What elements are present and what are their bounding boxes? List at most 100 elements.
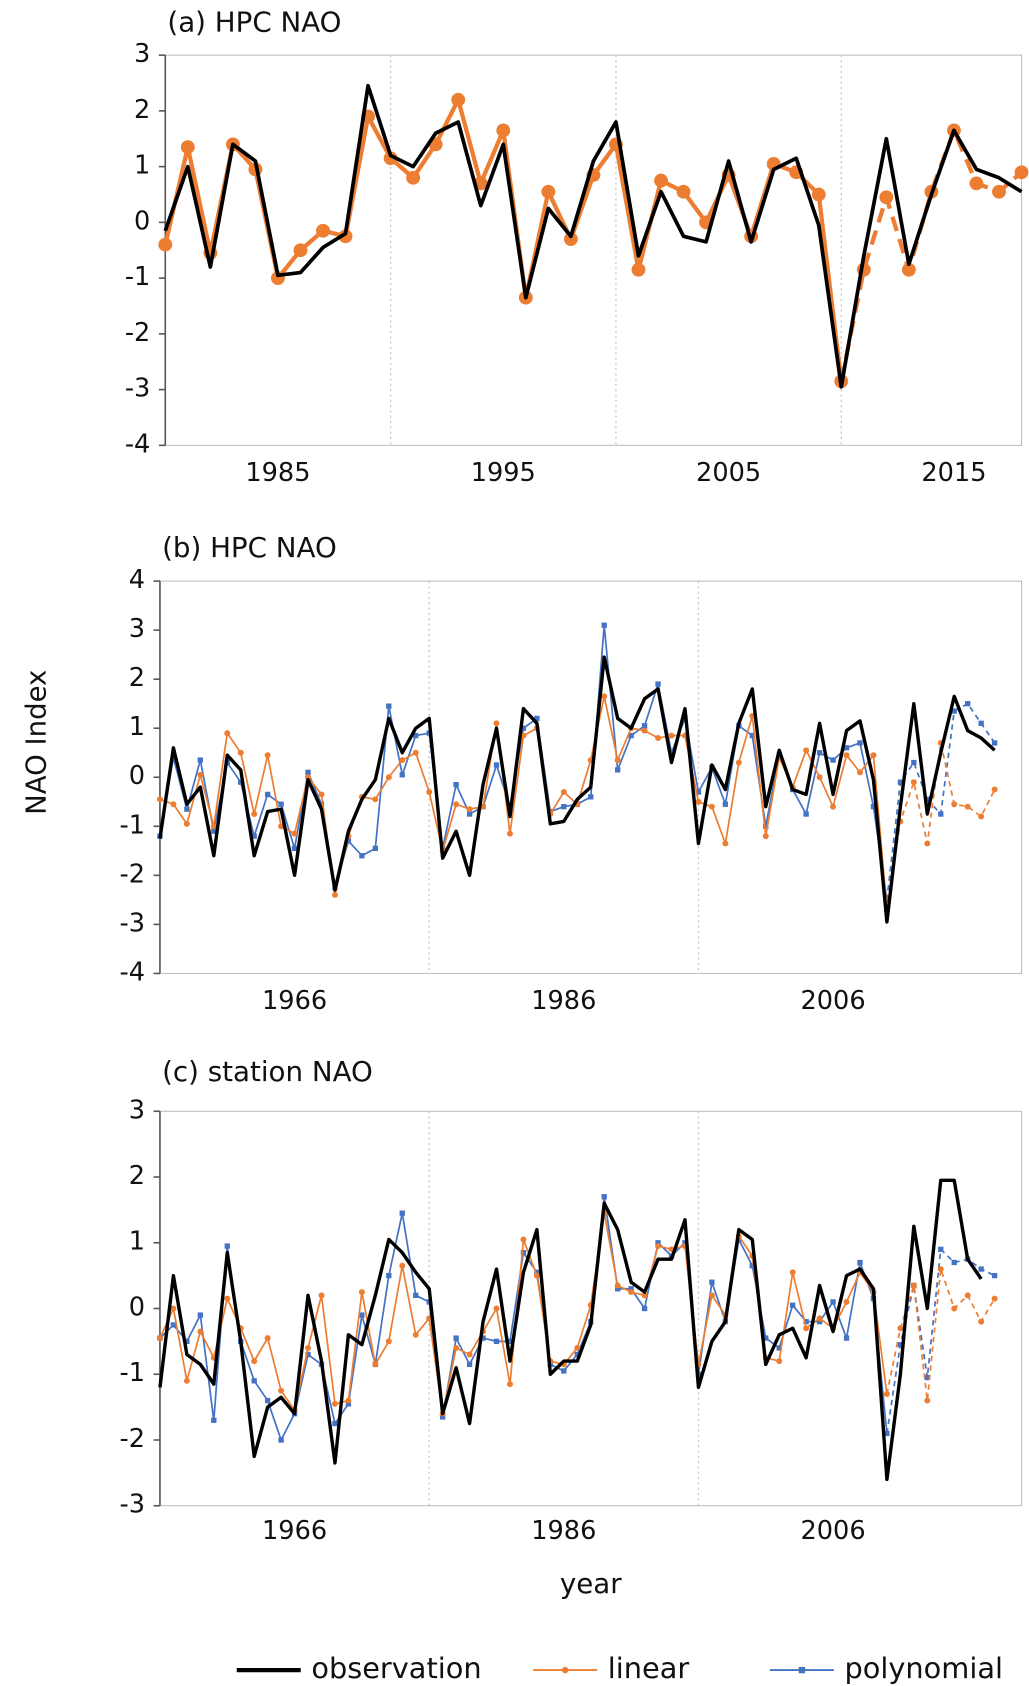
marker [305,1351,311,1358]
y-tick-label: 1 [129,1227,145,1257]
marker [964,1292,971,1299]
marker [910,1282,917,1289]
marker [951,1259,957,1266]
marker [897,1342,904,1348]
marker [278,1387,285,1394]
series-line [839,128,1023,382]
marker [897,779,904,785]
marker [991,740,998,746]
marker [776,1345,782,1351]
marker [493,720,500,727]
marker [924,840,931,847]
marker [668,750,675,756]
y-tick-label: 2 [134,95,150,125]
x-tick-label: 1966 [262,986,327,1016]
marker [291,845,298,852]
series-line [158,1178,983,1482]
marker [224,1243,230,1249]
y-tick-label: 3 [129,614,145,644]
marker [156,1335,163,1342]
marker [951,708,957,714]
legend-label: polynomial [845,1651,1003,1685]
y-tick-label: 2 [129,663,145,693]
legend-label: observation [311,1651,481,1685]
marker [385,774,392,781]
marker [910,779,917,786]
marker [601,693,608,700]
marker [372,845,379,852]
marker [439,1414,446,1420]
marker [386,1272,392,1279]
marker [816,774,823,781]
marker [406,170,421,185]
marker [789,1269,796,1276]
y-tick-label: -2 [119,1424,145,1454]
y-tick-label: -4 [119,957,145,987]
marker [318,1292,325,1299]
marker [991,1295,998,1302]
marker [291,830,298,837]
marker [897,1325,904,1332]
marker [978,1318,985,1325]
marker [372,1361,379,1368]
marker [790,1302,796,1308]
marker [843,745,850,751]
marker [749,732,755,739]
marker [803,1319,809,1325]
marker [533,1272,540,1279]
marker [924,1397,931,1404]
marker [655,1240,661,1246]
marker [453,1344,460,1351]
marker [170,1322,177,1328]
series-line [886,742,996,910]
marker [991,786,998,793]
marker [883,1391,890,1397]
marker [358,1289,365,1296]
marker [1014,165,1029,180]
marker [816,750,823,756]
marker [345,1397,352,1404]
marker [964,803,971,810]
marker [709,1279,715,1285]
legend-marker [561,1666,569,1674]
x-tick-label: 2006 [801,1516,866,1546]
marker [338,229,353,244]
marker [615,767,621,773]
y-tick-label: -4 [125,429,151,459]
marker [183,1377,190,1384]
marker [901,262,916,277]
series-line [159,1195,888,1441]
marker [413,732,419,739]
marker [264,791,271,798]
marker [628,1289,635,1296]
x-tick-label: 2015 [921,458,986,488]
marker [978,1266,984,1272]
marker [641,1292,648,1299]
marker [830,803,837,810]
x-tick-label: 1995 [471,458,536,488]
marker [843,1335,850,1341]
marker [763,823,769,829]
marker [453,801,460,808]
marker [264,1397,271,1404]
x-tick-label: 1986 [531,1516,596,1546]
y-tick-label: 1 [134,151,150,181]
marker [655,681,661,687]
marker [251,1358,258,1365]
marker [969,176,984,191]
marker [170,1305,177,1312]
x-tick-label: 2006 [801,986,866,1016]
marker [493,1338,500,1345]
marker [507,1338,513,1345]
marker [251,1378,257,1384]
marker [480,1335,486,1341]
marker [857,769,863,776]
marker [992,184,1006,199]
marker [170,801,177,808]
series [158,92,1029,389]
marker [305,1344,312,1351]
marker [803,811,809,817]
marker [183,820,190,827]
